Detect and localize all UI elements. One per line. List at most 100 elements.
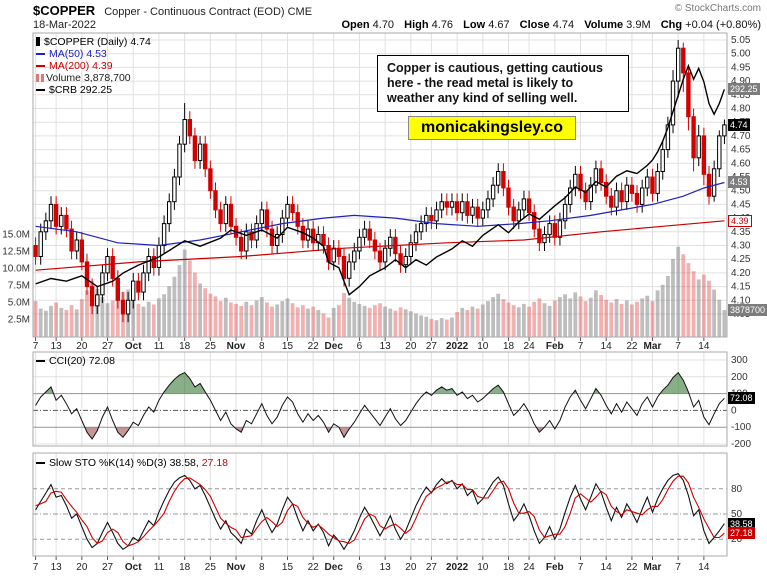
cci-legend: CCI(20) 72.08 (36, 355, 115, 367)
svg-text:5.05: 5.05 (731, 35, 751, 46)
svg-text:Dec: Dec (325, 341, 344, 352)
svg-text:Oct: Oct (125, 562, 142, 573)
svg-text:7: 7 (675, 562, 681, 573)
svg-text:4.45: 4.45 (731, 199, 751, 210)
candlestick-icon (36, 37, 40, 46)
svg-text:10: 10 (477, 562, 489, 573)
low-label: Low (463, 19, 486, 31)
svg-text:22: 22 (626, 562, 638, 573)
axis-chip-439: 4.39 (728, 214, 752, 227)
svg-text:7: 7 (578, 562, 584, 573)
symbol-description: Copper - Continuous Contract (EOD) CME (104, 6, 313, 18)
sto-legend: Slow STO %K(14) %D(3) 38.58, 27.18 (36, 457, 228, 469)
svg-text:7: 7 (675, 341, 681, 352)
axis-chip-453: 4.53 (728, 176, 750, 189)
legend-ma50-row: MA(50) 4.53 (36, 48, 151, 60)
svg-text:20: 20 (405, 562, 417, 573)
svg-text:27: 27 (102, 562, 114, 573)
axis-chip-3878700: 3878700 (728, 304, 767, 317)
volume-label: Volume (584, 19, 624, 31)
sto-k-value: 38.58, (169, 457, 199, 469)
svg-text:4.60: 4.60 (731, 158, 751, 169)
sto-d-line (35, 475, 725, 547)
svg-text:300: 300 (731, 355, 748, 366)
svg-text:Nov: Nov (227, 341, 246, 352)
axis-chip-2718: 27.18 (728, 527, 755, 540)
svg-text:15: 15 (282, 341, 294, 352)
close-label: Close (519, 19, 550, 31)
axis-chip-474: 4.74 (728, 118, 750, 131)
svg-text:14: 14 (601, 562, 613, 573)
svg-text:18: 18 (503, 341, 515, 352)
legend-volume-label: Volume 3,878,700 (46, 72, 131, 84)
svg-text:27: 27 (426, 562, 438, 573)
svg-text:11: 11 (154, 341, 165, 352)
svg-text:4.70: 4.70 (731, 131, 751, 142)
svg-text:Oct: Oct (125, 341, 142, 352)
close-value: 4.74 (552, 19, 575, 31)
svg-text:22: 22 (626, 341, 638, 352)
svg-text:20: 20 (731, 534, 743, 545)
open-label: Open (341, 19, 370, 31)
legend-series-label: $COPPER (Daily) 4.74 (44, 36, 151, 48)
svg-text:4.20: 4.20 (731, 268, 751, 279)
svg-text:Dec: Dec (325, 562, 344, 573)
svg-text:Nov: Nov (227, 562, 246, 573)
legend-ma200-row: MA(200) 4.39 (36, 60, 151, 72)
candlesticks-layer (33, 40, 727, 323)
svg-text:22: 22 (308, 562, 320, 573)
svg-text:13: 13 (380, 562, 392, 573)
sto-name: Slow STO %K(14) %D(3) (49, 457, 167, 469)
legend-ma50-label: MA(50) 4.53 (49, 48, 107, 60)
svg-text:6: 6 (357, 341, 363, 352)
ma50-line (35, 181, 725, 247)
svg-text:20: 20 (76, 341, 88, 352)
ma200-line (35, 220, 725, 271)
svg-text:14: 14 (698, 341, 710, 352)
ma200-line-icon (36, 65, 45, 67)
svg-text:6: 6 (357, 562, 363, 573)
volume-value: 3.9M (626, 19, 651, 31)
svg-text:22: 22 (308, 341, 320, 352)
cci-line (35, 371, 725, 440)
svg-text:18: 18 (503, 562, 515, 573)
svg-text:7.5M: 7.5M (8, 281, 30, 292)
open-value: 4.70 (372, 19, 395, 31)
svg-text:27: 27 (426, 341, 438, 352)
svg-text:15: 15 (282, 562, 294, 573)
svg-text:20: 20 (405, 341, 417, 352)
svg-text:10.0M: 10.0M (2, 264, 30, 275)
volume-bars-icon (36, 74, 39, 82)
svg-text:4.65: 4.65 (731, 145, 751, 156)
legend-ma200-label: MA(200) 4.39 (49, 60, 113, 72)
svg-text:4.80: 4.80 (731, 104, 751, 115)
svg-text:-200: -200 (731, 439, 751, 450)
svg-text:50: 50 (731, 509, 743, 520)
svg-text:Mar: Mar (644, 562, 662, 573)
legend-crb-label: $CRB 292.25 (49, 84, 113, 96)
svg-text:200: 200 (731, 372, 748, 383)
svg-text:4.30: 4.30 (731, 241, 751, 252)
date-row: Open 4.70 High 4.76 Low 4.67 Close 4.74 … (33, 19, 761, 31)
svg-text:80: 80 (731, 484, 743, 495)
svg-text:4.25: 4.25 (731, 254, 751, 265)
main-legend: $COPPER (Daily) 4.74 MA(50) 4.53 MA(200)… (36, 36, 151, 96)
svg-text:14: 14 (601, 341, 613, 352)
svg-text:4.50: 4.50 (731, 186, 751, 197)
cci-line-icon (36, 360, 45, 362)
cci-value: 72.08 (88, 355, 115, 367)
svg-text:15.0M: 15.0M (2, 230, 30, 241)
svg-text:4.95: 4.95 (731, 62, 751, 73)
svg-text:20: 20 (76, 562, 88, 573)
svg-text:Feb: Feb (546, 341, 564, 352)
ma50-line-icon (36, 53, 45, 55)
copyright-label: © StockCharts.com (674, 3, 761, 14)
crb-line-icon (36, 89, 45, 91)
svg-text:8: 8 (259, 562, 265, 573)
sto-d-value: 27.18 (201, 457, 228, 469)
svg-text:18: 18 (179, 341, 191, 352)
svg-text:8: 8 (259, 341, 265, 352)
legend-volume-row: Volume 3,878,700 (36, 72, 151, 84)
